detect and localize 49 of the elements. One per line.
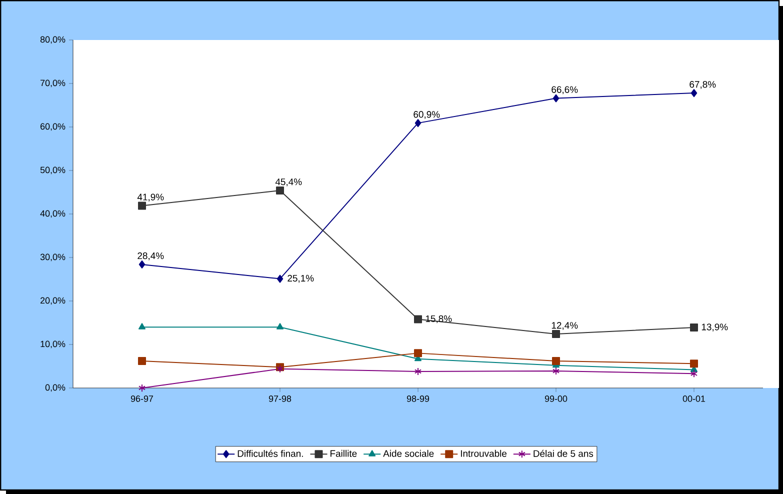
point <box>552 357 560 366</box>
point <box>690 89 698 98</box>
point <box>414 119 422 128</box>
data-label: 41,9% <box>137 194 164 202</box>
legend-label: Délai de 5 ans <box>534 450 594 457</box>
data-label: 13,9% <box>702 324 728 332</box>
point <box>138 384 146 392</box>
data-label: 25,1% <box>288 274 314 283</box>
point <box>414 315 422 324</box>
point <box>138 357 146 366</box>
point <box>138 323 146 330</box>
point <box>690 324 698 332</box>
point <box>138 260 146 268</box>
y-tick-label: 30,0% <box>40 254 66 262</box>
point <box>552 367 560 376</box>
legend-label: Faillite <box>330 450 357 457</box>
point <box>414 349 422 358</box>
y-tick-label: 70,0% <box>40 80 66 88</box>
data-label: 66,6% <box>552 86 578 94</box>
data-label: 28,4% <box>138 252 164 260</box>
y-tick-label: 80,0% <box>40 36 66 44</box>
legend-label: Aide sociale <box>383 450 434 457</box>
point <box>276 274 284 283</box>
point <box>690 370 698 378</box>
x-tick-label: 99-00 <box>544 396 568 402</box>
y-tick-label: 60,0% <box>40 123 66 131</box>
y-tick-label: 20,0% <box>40 297 66 305</box>
point <box>552 330 560 338</box>
point <box>690 360 698 368</box>
point <box>276 323 284 330</box>
data-label: 60,9% <box>414 111 440 119</box>
x-tick-label: 96-97 <box>130 396 154 402</box>
point <box>552 94 560 102</box>
data-label: 45,4% <box>275 178 302 186</box>
y-tick-label: 40,0% <box>40 210 66 218</box>
y-tick-label: 0,0% <box>45 384 66 392</box>
point <box>414 367 422 376</box>
point <box>276 186 284 194</box>
x-tick-label: 00-01 <box>682 396 706 402</box>
y-tick-label: 10,0% <box>40 340 66 348</box>
x-tick-label: 98-99 <box>406 396 430 402</box>
data-label: 12,4% <box>552 322 578 330</box>
y-tick-label: 50,0% <box>40 166 66 174</box>
point <box>138 202 146 210</box>
legend-label: Difficultés finan. <box>238 450 303 457</box>
data-label: 67,8% <box>690 81 716 89</box>
data-label: 15,8% <box>426 315 452 324</box>
legend-label: Introuvable <box>460 450 507 457</box>
x-tick-label: 97-98 <box>268 396 292 402</box>
